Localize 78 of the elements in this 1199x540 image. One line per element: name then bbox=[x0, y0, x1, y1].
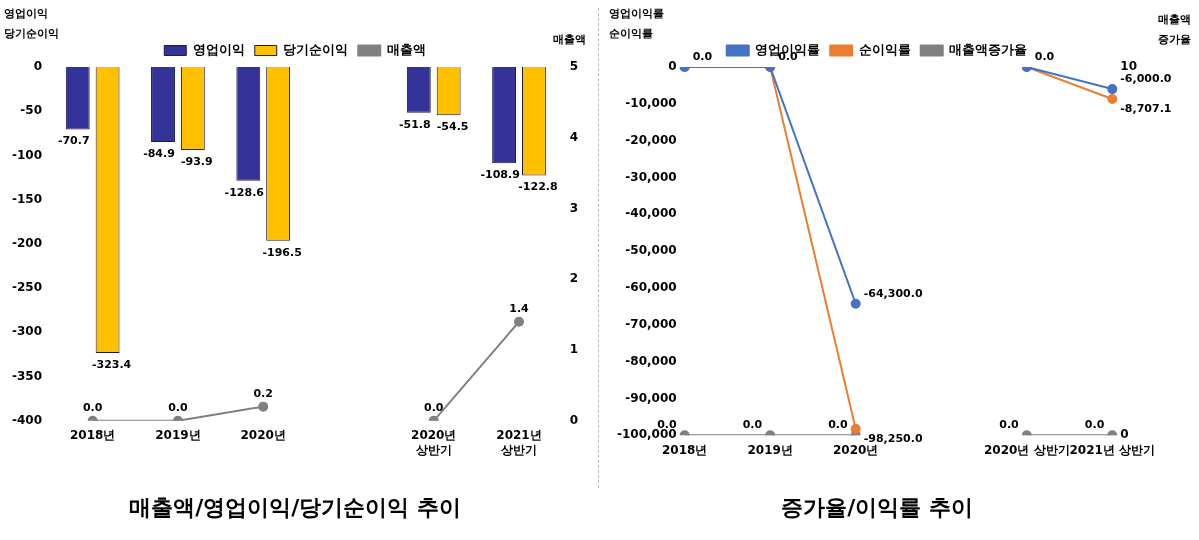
legend-label: 매출액 bbox=[386, 41, 426, 57]
x-tick-label: 2021년 상반기 bbox=[496, 428, 542, 457]
point bbox=[850, 298, 861, 309]
data-label: 1.4 bbox=[509, 301, 530, 315]
x-tick-label: 2019년 bbox=[155, 428, 201, 443]
y-tick-label: -350 bbox=[12, 368, 43, 383]
data-label: -84.9 bbox=[143, 146, 175, 160]
y2-tick-label: 0 bbox=[569, 412, 579, 427]
data-label: -6,000.0 bbox=[1120, 71, 1172, 85]
data-label: -64,300.0 bbox=[863, 286, 923, 300]
legend-label: 당기순이익 bbox=[283, 41, 349, 57]
x-tick-label: 2020년 bbox=[240, 428, 286, 443]
y-tick-label: 0 bbox=[668, 59, 677, 74]
data-label: 0.0 bbox=[999, 418, 1020, 432]
data-label: -51.8 bbox=[398, 117, 431, 131]
y-axis-title: 영업이익률 순이익률 bbox=[609, 6, 664, 40]
data-label: 0.0 bbox=[424, 400, 444, 414]
data-label: -323.4 bbox=[91, 357, 132, 371]
x-tick-label: 2019년 bbox=[747, 442, 793, 457]
y2-axis-title: 매출액 bbox=[553, 32, 586, 46]
data-label: -8,707.1 bbox=[1120, 101, 1172, 115]
data-label: 0.0 bbox=[1084, 418, 1105, 432]
y2-tick-label: 4 bbox=[569, 129, 579, 144]
y-tick-label: -300 bbox=[12, 324, 43, 339]
y-tick-label: -50 bbox=[20, 103, 43, 118]
data-label: -93.9 bbox=[181, 154, 213, 168]
data-label: 0.0 bbox=[828, 418, 849, 432]
y-tick-label: 0 bbox=[33, 59, 43, 74]
text: 증가율/이익률 추이 bbox=[781, 494, 973, 520]
y2-axis-title: 매출액 증가율 bbox=[1158, 12, 1191, 46]
x-tick-label: 2021년 상반기 bbox=[1069, 442, 1156, 457]
y-tick-label: -50,000 bbox=[625, 243, 677, 258]
y-tick-label: -10,000 bbox=[625, 95, 677, 110]
data-label: -108.9 bbox=[480, 168, 520, 182]
y2-tick-label: 10 bbox=[1120, 59, 1137, 74]
y-tick-label: -250 bbox=[12, 280, 43, 295]
legend-label: 영업이익 bbox=[192, 41, 245, 57]
point bbox=[1107, 94, 1118, 105]
data-label: -70.7 bbox=[57, 134, 90, 148]
data-label: -98,250.0 bbox=[863, 431, 923, 445]
data-label: -196.5 bbox=[262, 245, 302, 259]
text: 매출액/영업이익/당기순이익 추이 bbox=[129, 494, 461, 520]
y2-tick-label: 0 bbox=[1120, 427, 1129, 442]
data-label: -122.8 bbox=[518, 180, 558, 194]
x-tick-label: 2018년 bbox=[661, 442, 708, 457]
y-tick-label: -60,000 bbox=[625, 280, 677, 295]
y2-tick-label: 3 bbox=[569, 200, 579, 215]
y-tick-label: -70,000 bbox=[625, 316, 677, 331]
x-tick-label: 2020년 상반기 bbox=[411, 428, 457, 457]
y-tick-label: -200 bbox=[12, 236, 43, 251]
point bbox=[850, 423, 861, 434]
y-tick-label: -150 bbox=[12, 191, 43, 206]
y-axis-title: 영업이익 당기순이익 bbox=[4, 6, 59, 40]
y-tick-label: -30,000 bbox=[625, 169, 677, 184]
x-tick-label: 2018년 bbox=[69, 428, 116, 443]
y-tick-label: -100,000 bbox=[617, 427, 677, 442]
y-tick-label: -80,000 bbox=[625, 353, 677, 368]
y-tick-label: -90,000 bbox=[625, 390, 677, 405]
legend-label: 매출액증가율 bbox=[949, 41, 1028, 57]
point bbox=[1107, 84, 1118, 95]
y-tick-label: -40,000 bbox=[625, 206, 677, 221]
data-label: 0.0 bbox=[1034, 49, 1055, 63]
y2-tick-label: 5 bbox=[569, 59, 579, 74]
data-label: 0.2 bbox=[253, 386, 273, 400]
data-label: -128.6 bbox=[224, 185, 265, 199]
y2-tick-label: 1 bbox=[569, 342, 579, 357]
data-label: 0.0 bbox=[168, 400, 189, 414]
x-tick-label: 2020년 bbox=[833, 442, 879, 457]
data-label: 0.0 bbox=[742, 418, 763, 432]
y-tick-label: -400 bbox=[12, 412, 43, 427]
y-tick-label: -100 bbox=[12, 147, 43, 162]
y-tick-label: -20,000 bbox=[625, 132, 677, 147]
data-label: 0.0 bbox=[82, 400, 103, 414]
data-label: 0.0 bbox=[692, 49, 713, 63]
y2-tick-label: 2 bbox=[569, 271, 579, 286]
legend-label: 순이익률 bbox=[858, 41, 911, 57]
x-tick-label: 2020년 상반기 bbox=[983, 442, 1070, 457]
data-label: -54.5 bbox=[436, 120, 469, 134]
